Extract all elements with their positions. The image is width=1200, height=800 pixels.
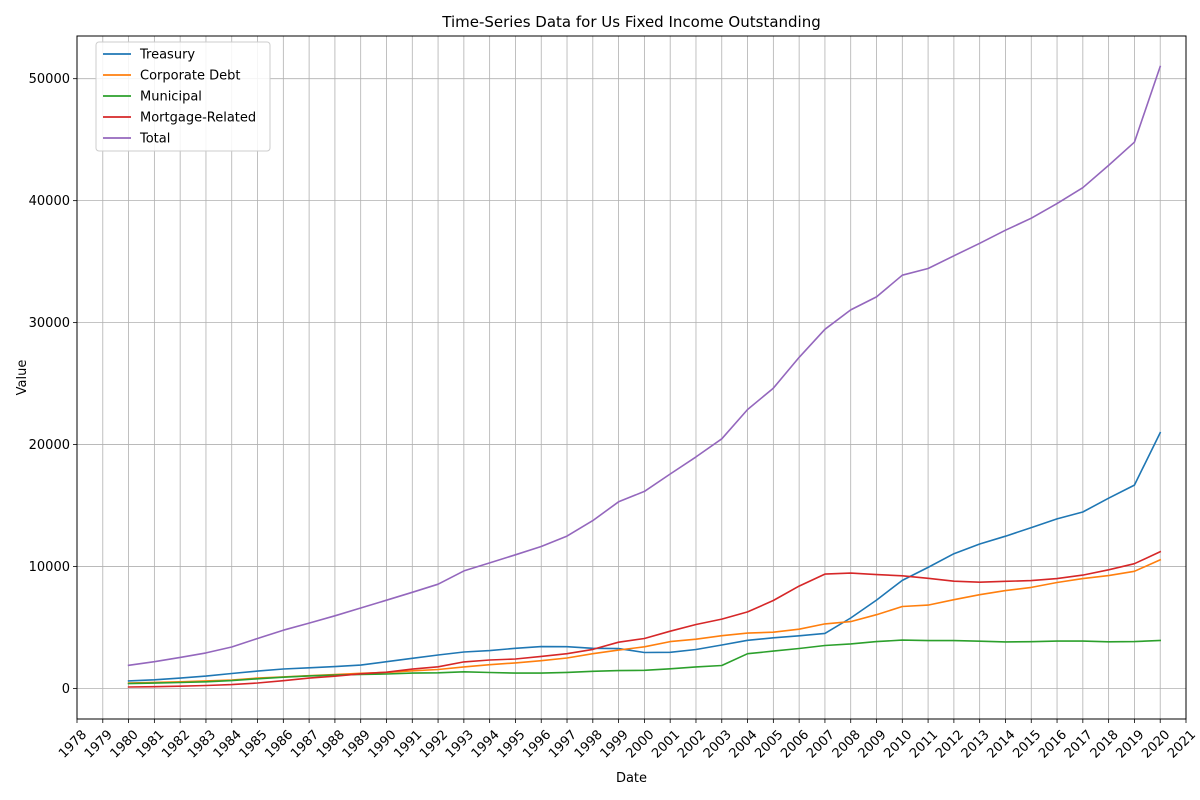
x-tick-label: 1986	[262, 727, 296, 761]
x-tick-label: 1996	[520, 727, 554, 761]
x-tick-label: 1988	[314, 727, 348, 761]
x-tick-label: 2008	[830, 727, 864, 761]
x-tick-label: 2009	[856, 727, 890, 761]
legend-entry-label: Treasury	[139, 48, 195, 63]
y-tick-label: 40000	[29, 194, 70, 209]
x-tick-label: 2014	[985, 727, 1019, 761]
chart-title: Time-Series Data for Us Fixed Income Out…	[441, 13, 820, 31]
x-tick-label: 2004	[727, 727, 761, 761]
x-tick-label: 1991	[391, 727, 425, 761]
x-tick-label: 2005	[752, 727, 786, 761]
legend: Treasury Corporate Debt Municipal Mortgage-…	[95, 41, 271, 152]
x-axis-label: Date	[616, 771, 647, 786]
series-line-total	[127, 65, 1162, 667]
x-tick-label: 2010	[881, 727, 915, 761]
series-line-municipal	[127, 639, 1162, 685]
x-tick-label: 1978	[56, 727, 90, 761]
series-line-mortgage-related	[127, 550, 1162, 688]
x-tick-label: 1983	[185, 727, 219, 761]
x-tick-label: 2017	[1062, 727, 1096, 761]
x-tick-label: 2001	[649, 727, 683, 761]
x-tick-label: 2020	[1139, 727, 1173, 761]
x-tick-label: 1992	[417, 727, 451, 761]
x-tick-label: 2006	[778, 727, 812, 761]
y-axis-label: Value	[15, 360, 30, 396]
x-tick-label: 1984	[211, 727, 245, 761]
legend-entry-label: Municipal	[140, 90, 202, 105]
y-axis-ticks: 0 10000 20000 30000 40000 50000	[29, 72, 77, 697]
x-tick-label: 1998	[572, 727, 606, 761]
x-tick-label: 1982	[159, 727, 193, 761]
x-tick-label: 2000	[623, 727, 657, 761]
plot-frame	[76, 35, 1187, 720]
legend-entry-label: Mortgage-Related	[140, 111, 256, 126]
x-tick-label: 2015	[1010, 727, 1044, 761]
legend-box	[95, 41, 271, 152]
x-tick-label: 1987	[288, 727, 322, 761]
x-axis-ticks: 1978197919801981198219831984198519861987…	[56, 719, 1199, 761]
x-tick-label: 2019	[1113, 727, 1147, 761]
y-tick-label: 50000	[29, 72, 70, 87]
x-tick-label: 1993	[443, 727, 477, 761]
legend-entry-label: Corporate Debt	[140, 69, 240, 84]
x-tick-label: 1995	[494, 727, 528, 761]
legend-entry-label: Total	[139, 132, 170, 147]
x-tick-label: 2012	[933, 727, 967, 761]
series-line-treasury	[127, 431, 1162, 682]
y-tick-label: 30000	[29, 316, 70, 331]
x-tick-label: 2007	[804, 727, 838, 761]
x-tick-label: 2021	[1165, 727, 1199, 761]
x-tick-label: 2002	[675, 727, 709, 761]
y-tick-label: 20000	[29, 438, 70, 453]
x-tick-label: 1985	[237, 727, 271, 761]
x-tick-label: 1990	[366, 727, 400, 761]
x-tick-label: 1997	[546, 727, 580, 761]
x-tick-label: 2016	[1036, 727, 1070, 761]
x-tick-label: 2003	[701, 727, 735, 761]
x-tick-label: 1999	[598, 727, 632, 761]
x-tick-label: 2011	[907, 727, 941, 761]
x-tick-label: 1980	[108, 727, 142, 761]
series-lines	[127, 65, 1162, 688]
y-tick-label: 0	[62, 682, 70, 697]
x-tick-label: 1979	[82, 727, 116, 761]
x-tick-label: 2018	[1088, 727, 1122, 761]
x-tick-label: 1981	[133, 727, 167, 761]
x-tick-label: 1989	[340, 727, 374, 761]
x-tick-label: 2013	[959, 727, 993, 761]
y-tick-label: 10000	[29, 560, 70, 575]
x-tick-label: 1994	[469, 727, 503, 761]
